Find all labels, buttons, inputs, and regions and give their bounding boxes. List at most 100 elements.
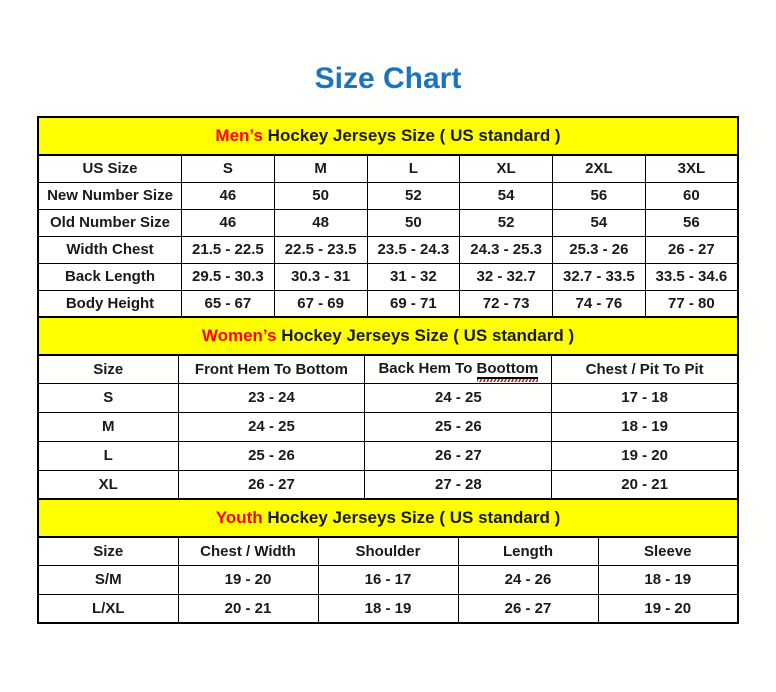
column-header: M [273,154,368,183]
size-value-cell: 24 - 25 [177,411,366,442]
womens-section-accent: Women’s [201,326,277,345]
row-label: S/M [37,564,179,595]
column-header: Size [37,354,179,384]
size-value-cell: 31 - 32 [366,262,461,291]
womens-section-header-row: Women’s Hockey Jerseys Size ( US standar… [37,316,739,356]
size-value-cell: 65 - 67 [181,289,275,318]
column-header: S [181,154,275,183]
table-row: M 24 - 25 25 - 26 18 - 19 [37,411,739,442]
table-row: S 23 - 24 24 - 25 17 - 18 [37,382,739,413]
size-value-cell: 54 [552,208,646,237]
youth-section-title-rest: Hockey Jerseys Size ( US standard ) [262,508,561,527]
mens-section-title: Men’s Hockey Jerseys Size ( US standard … [37,116,739,156]
size-value-cell: 19 - 20 [177,564,319,595]
size-value-cell: 56 [644,208,739,237]
row-label: M [37,411,179,442]
size-value-cell: 17 - 18 [551,382,739,413]
size-value-cell: 56 [552,181,646,210]
column-header-text: Back Hem To [378,359,477,377]
column-header: L [366,154,461,183]
size-value-cell: 77 - 80 [644,289,739,318]
size-value-cell: 18 - 19 [597,564,739,595]
size-value-cell: 74 - 76 [552,289,646,318]
column-header: Front Hem To Bottom [177,354,366,384]
column-header: 3XL [644,154,739,183]
size-value-cell: 69 - 71 [366,289,461,318]
mens-section-header-row: Men’s Hockey Jerseys Size ( US standard … [37,116,739,156]
size-value-cell: 18 - 19 [317,593,459,624]
mens-section-accent: Men’s [215,126,263,145]
womens-column-header-row: Size Front Hem To Bottom Back Hem To Boo… [37,354,739,384]
size-value-cell: 67 - 69 [273,289,368,318]
size-value-cell: 21.5 - 22.5 [181,235,275,264]
womens-size-table: Women’s Hockey Jerseys Size ( US standar… [37,316,739,500]
size-value-cell: 54 [459,181,553,210]
row-label: L [37,440,179,471]
table-row: L/XL 20 - 21 18 - 19 26 - 27 19 - 20 [37,593,739,624]
row-label: Width Chest [37,235,182,264]
column-header: 2XL [552,154,646,183]
mens-column-header-row: US Size S M L XL 2XL 3XL [37,154,739,183]
column-header: US Size [37,154,182,183]
size-value-cell: 19 - 20 [597,593,739,624]
table-row: New Number Size 46 50 52 54 56 60 [37,181,739,210]
womens-section-title-rest: Hockey Jerseys Size ( US standard ) [276,326,575,345]
size-value-cell: 23.5 - 24.3 [366,235,461,264]
column-header: Back Hem To Boottom [364,354,553,384]
size-value-cell: 50 [273,181,368,210]
youth-column-header-row: Size Chest / Width Shoulder Length Sleev… [37,536,739,566]
column-header: Sleeve [597,536,739,566]
table-row: S/M 19 - 20 16 - 17 24 - 26 18 - 19 [37,564,739,595]
womens-section-title: Women’s Hockey Jerseys Size ( US standar… [37,316,739,356]
row-label: L/XL [37,593,179,624]
size-value-cell: 52 [366,181,461,210]
size-value-cell: 30.3 - 31 [273,262,368,291]
size-value-cell: 46 [181,181,275,210]
misspelled-word-underlined: Boottom [476,360,539,383]
table-row: Body Height 65 - 67 67 - 69 69 - 71 72 -… [37,289,739,318]
table-row: Back Length 29.5 - 30.3 30.3 - 31 31 - 3… [37,262,739,291]
size-value-cell: 26 - 27 [457,593,599,624]
row-label: XL [37,469,179,500]
size-value-cell: 26 - 27 [177,469,366,500]
row-label: Back Length [37,262,182,291]
mens-size-table: Men’s Hockey Jerseys Size ( US standard … [37,116,739,318]
row-label: Old Number Size [37,208,182,237]
size-value-cell: 29.5 - 30.3 [181,262,275,291]
youth-section-accent: Youth [215,508,263,527]
size-value-cell: 22.5 - 23.5 [273,235,368,264]
size-value-cell: 19 - 20 [551,440,739,471]
size-value-cell: 46 [181,208,275,237]
size-value-cell: 25 - 26 [364,411,553,442]
size-value-cell: 33.5 - 34.6 [644,262,739,291]
column-header: Size [37,536,179,566]
table-row: L 25 - 26 26 - 27 19 - 20 [37,440,739,471]
size-value-cell: 32.7 - 33.5 [552,262,646,291]
column-header: Length [457,536,599,566]
row-label: New Number Size [37,181,182,210]
row-label: S [37,382,179,413]
size-value-cell: 23 - 24 [177,382,366,413]
youth-section-title: Youth Hockey Jerseys Size ( US standard … [37,498,739,538]
size-value-cell: 20 - 21 [177,593,319,624]
size-value-cell: 60 [644,181,739,210]
size-chart-tables: Men’s Hockey Jerseys Size ( US standard … [37,116,739,624]
size-value-cell: 72 - 73 [459,289,553,318]
size-value-cell: 27 - 28 [364,469,553,500]
column-header: Chest / Width [177,536,319,566]
page-title: Size Chart [314,62,462,95]
mens-section-title-rest: Hockey Jerseys Size ( US standard ) [262,126,561,145]
youth-size-table: Youth Hockey Jerseys Size ( US standard … [37,498,739,624]
size-value-cell: 24.3 - 25.3 [459,235,553,264]
size-value-cell: 25 - 26 [177,440,366,471]
size-value-cell: 52 [459,208,553,237]
size-value-cell: 26 - 27 [644,235,739,264]
size-value-cell: 32 - 32.7 [459,262,553,291]
table-row: Old Number Size 46 48 50 52 54 56 [37,208,739,237]
size-value-cell: 25.3 - 26 [552,235,646,264]
size-value-cell: 24 - 26 [457,564,599,595]
size-value-cell: 26 - 27 [364,440,553,471]
column-header: Shoulder [317,536,459,566]
table-row: XL 26 - 27 27 - 28 20 - 21 [37,469,739,500]
